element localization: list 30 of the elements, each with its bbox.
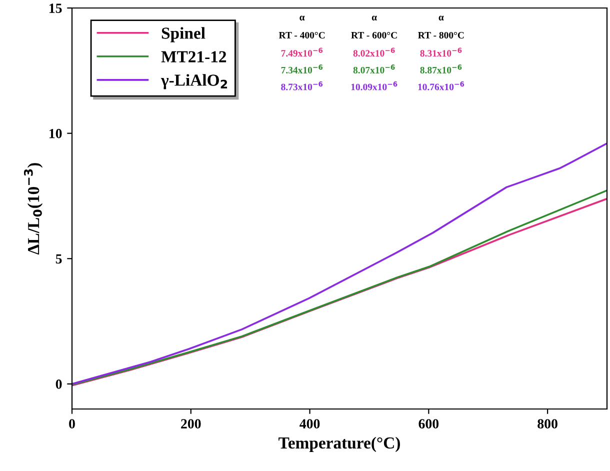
annotation: 8.02x10$^{−6}$ [353,48,395,57]
annotation: 8.31x10$^{−6}$ [420,48,462,57]
line-series [72,142,607,385]
y-tick-label: 10 [50,128,62,138]
annotation: α [438,16,444,20]
annotation: α [372,16,377,20]
annotation: 8.07x10$^{−6}$ [353,64,395,74]
x-tick-label: 0 [69,419,75,428]
y-tick-label: 15 [50,4,62,13]
y-tick-label: 0 [56,380,62,389]
x-tick-label: 800 [538,419,558,428]
x-tick-label: 400 [300,419,320,428]
legend-label: Spinel [162,27,206,42]
annotation: 7.49x10$^{−6}$ [281,48,323,57]
annotation: 10.09x10$^{−6}$ [351,81,398,90]
annotation: 8.87x10$^{−6}$ [420,64,462,74]
annotation: RT - 400°C [278,32,325,39]
legend-label: MT21-12 [161,51,226,62]
annotation: 7.34x10$^{−6}$ [281,64,323,74]
annotation: 8.73x10$^{−6}$ [281,81,323,90]
y-tick-label: 5 [56,254,62,264]
legend-label: γ-LiAlO$_{2}$ [160,74,228,90]
y-axis-title: ΔL/L$_{0}$(10$^{−3}$) [24,163,43,254]
annotation: 10.76x10$^{−6}$ [418,81,464,90]
annotation: α [300,16,305,20]
x-tick-label: 600 [418,419,439,428]
annotation: RT - 800°C [418,32,464,39]
x-axis-title: Temperature(°C) [278,436,400,452]
annotation: RT - 600°C [351,32,397,39]
x-tick-label: 200 [181,419,201,428]
